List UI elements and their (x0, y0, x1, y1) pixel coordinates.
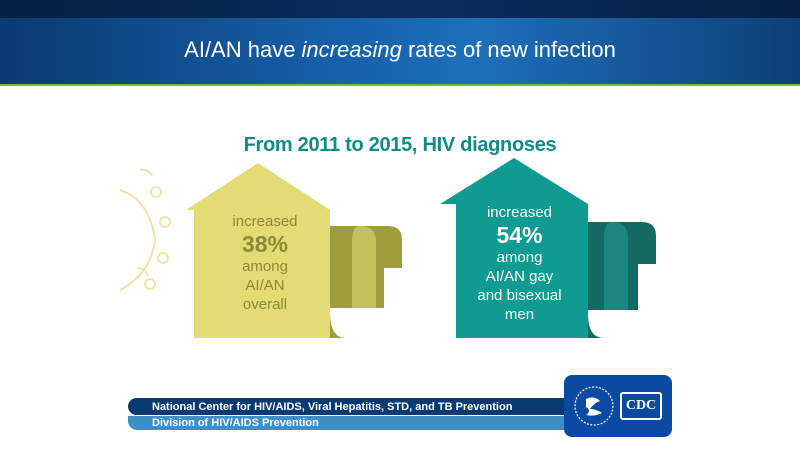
right-line-1: among (496, 249, 543, 266)
subtitle: From 2011 to 2015, HIV diagnoses (243, 134, 557, 156)
footer-center-name: National Center for HIV/AIDS, Viral Hepa… (152, 401, 513, 413)
left-percent: 38% (241, 231, 289, 257)
header-accent-line (0, 84, 800, 86)
left-line-1: among (242, 258, 288, 275)
left-line-3: overall (242, 296, 288, 313)
left-house-icon (186, 163, 402, 338)
left-line-2: AI/AN (245, 277, 285, 294)
left-stat-card: increased 38% among AI/AN overall (200, 212, 330, 314)
footer-bar-primary (128, 398, 598, 415)
right-house-icon (440, 158, 656, 338)
left-increased-label: increased (232, 213, 298, 230)
cdc-logo: CDC (620, 392, 662, 420)
footer-bar-secondary (128, 416, 598, 430)
right-increased-label: increased (486, 204, 553, 221)
header-top-band (0, 0, 800, 18)
footer-division-name: Division of HIV/AIDS Prevention (152, 417, 319, 429)
cdc-logo-text: CDC (625, 398, 657, 413)
right-line-2: AI/AN gay (485, 268, 554, 285)
slide-title: AI/AN have increasing rates of new infec… (184, 37, 616, 62)
hhs-cdc-logo-box (564, 375, 672, 437)
right-line-4: men (504, 306, 535, 323)
right-line-3: and bisexual (477, 287, 562, 304)
virus-icon (119, 168, 171, 291)
right-stat-card: increased 54% among AI/AN gay and bisexu… (452, 203, 587, 324)
hhs-seal-icon (574, 386, 614, 426)
right-percent: 54% (496, 222, 543, 248)
